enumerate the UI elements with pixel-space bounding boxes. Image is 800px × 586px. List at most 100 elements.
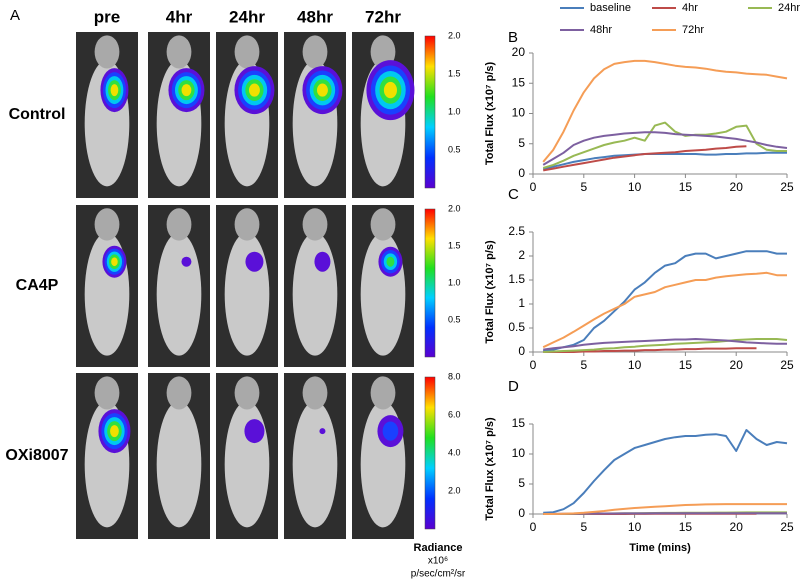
series-line <box>542 131 788 166</box>
series-line <box>543 338 788 353</box>
scale-label: 0.5 <box>448 144 461 154</box>
signal-blob <box>110 425 119 438</box>
signal-blob <box>245 251 264 272</box>
color-scale <box>424 376 436 530</box>
panel-label: C <box>508 186 519 203</box>
row-label: Control <box>9 106 66 123</box>
y-tick-label: 5 <box>518 136 525 150</box>
scale-label: 1.0 <box>448 106 461 116</box>
mouse-body <box>224 232 270 356</box>
mouse-body <box>292 401 338 528</box>
y-tick-label: 0.5 <box>508 320 525 334</box>
signal-blob <box>319 428 326 435</box>
x-tick-label: 10 <box>628 180 642 194</box>
x-tick-label: 25 <box>780 180 794 194</box>
mouse-head <box>302 208 328 241</box>
x-tick-label: 20 <box>730 180 744 194</box>
x-tick-label: 15 <box>679 520 693 534</box>
y-tick-label: 0 <box>518 506 525 520</box>
x-tick-label: 20 <box>730 358 744 372</box>
row-label: CA4P <box>16 277 59 294</box>
scale-label: 0.5 <box>448 314 461 324</box>
mouse-body <box>156 401 202 528</box>
signal-blob <box>181 256 192 267</box>
signal-blob <box>314 251 331 272</box>
scale-label: 1.0 <box>448 277 461 287</box>
y-tick-label: 1.5 <box>508 272 525 286</box>
scale-label: 4.0 <box>448 447 461 457</box>
series-line <box>543 250 787 352</box>
x-tick-label: 5 <box>580 358 587 372</box>
mouse-head <box>166 208 192 241</box>
panel-label: D <box>508 378 519 395</box>
mouse-head <box>234 35 260 69</box>
legend-label: 4hr <box>682 2 698 14</box>
y-axis-title: Total Flux (x10⁷ p/s) <box>484 240 496 344</box>
mouse-head <box>234 208 260 241</box>
scale-title: x10⁶ <box>428 556 448 567</box>
panel-label: A <box>10 7 20 24</box>
y-tick-label: 10 <box>512 446 526 460</box>
x-tick-label: 0 <box>530 180 537 194</box>
y-tick-label: 2.5 <box>508 224 525 238</box>
column-header: 72hr <box>365 7 401 26</box>
scale-title: Radiance <box>414 542 463 554</box>
series-line <box>543 347 757 353</box>
legend-label: 24hr <box>778 2 800 14</box>
scale-label: 2.0 <box>448 30 461 40</box>
scale-label: 1.5 <box>448 240 461 250</box>
mouse-head <box>166 376 192 410</box>
x-tick-label: 15 <box>679 180 693 194</box>
signal-blob <box>382 421 399 441</box>
scale-label: 6.0 <box>448 409 461 419</box>
x-tick-label: 0 <box>530 520 537 534</box>
scale-label: 2.0 <box>448 485 461 495</box>
series-line <box>542 121 787 169</box>
series-line <box>542 59 788 163</box>
x-tick-label: 10 <box>628 358 642 372</box>
signal-blob <box>386 256 395 267</box>
row-label: OXi8007 <box>5 447 68 464</box>
column-header: pre <box>94 7 120 26</box>
series-line <box>543 145 747 172</box>
signal-blob <box>111 257 118 267</box>
series-line <box>543 338 787 351</box>
mouse-head <box>94 208 120 241</box>
column-header: 48hr <box>297 7 333 26</box>
mouse-head <box>370 376 396 410</box>
panel-label: B <box>508 29 518 46</box>
signal-blob <box>383 81 397 99</box>
legend-label: 48hr <box>590 24 612 36</box>
signal-blob <box>110 84 119 97</box>
signal-blob <box>244 419 265 444</box>
mouse-head <box>94 376 120 410</box>
y-tick-label: 15 <box>512 75 526 89</box>
mouse-head <box>302 376 328 410</box>
scale-label: 2.0 <box>448 203 461 213</box>
legend-label: 72hr <box>682 24 704 36</box>
y-tick-label: 10 <box>512 106 526 120</box>
signal-blob <box>181 84 192 97</box>
color-scale <box>424 35 436 189</box>
mouse-head <box>370 208 396 241</box>
y-tick-label: 5 <box>518 476 525 490</box>
legend-label: baseline <box>590 2 631 14</box>
mouse-body <box>292 232 338 356</box>
x-tick-label: 5 <box>580 180 587 194</box>
x-tick-label: 10 <box>628 520 642 534</box>
x-axis-title: Time (mins) <box>629 542 691 554</box>
y-tick-label: 20 <box>512 45 526 59</box>
mouse-body <box>156 232 202 356</box>
mouse-body <box>224 401 270 528</box>
y-axis-title: Total Flux (x10⁷ p/s) <box>484 61 496 165</box>
mouse-head <box>94 35 120 69</box>
y-tick-label: 2 <box>518 248 525 262</box>
color-scale <box>424 208 436 358</box>
x-tick-label: 0 <box>530 358 537 372</box>
series-line <box>543 503 787 515</box>
x-tick-label: 25 <box>780 358 794 372</box>
x-tick-label: 15 <box>679 358 693 372</box>
scale-label: 8.0 <box>448 371 461 381</box>
